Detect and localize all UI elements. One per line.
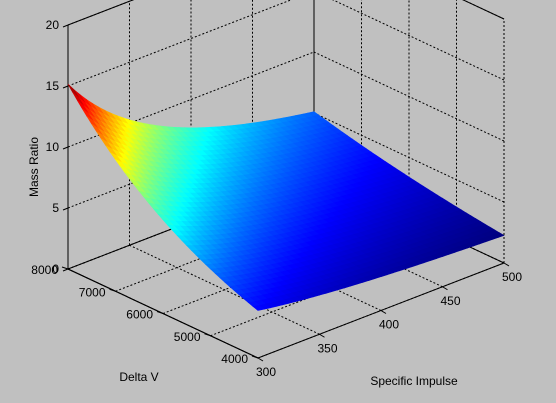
x-tick-labels: 300 350 400 450 500 xyxy=(256,262,522,379)
x-tick xyxy=(442,286,448,291)
y-tick xyxy=(61,266,69,270)
z-tick-label: 5 xyxy=(52,201,59,215)
x-tick-label: 500 xyxy=(502,270,522,284)
z-tick xyxy=(62,24,69,28)
surface-patch xyxy=(67,83,80,99)
x-tick xyxy=(257,357,264,362)
grid-line xyxy=(313,112,505,203)
z-tick xyxy=(62,268,69,272)
box-edge xyxy=(462,0,505,20)
z-tick xyxy=(62,85,69,89)
surface-patch xyxy=(252,305,265,311)
z-tick-label: 20 xyxy=(46,18,60,32)
z-tick xyxy=(62,146,69,150)
z-tick xyxy=(62,207,69,211)
y-tick-label: 7000 xyxy=(79,285,106,299)
y-tick-label: 8000 xyxy=(31,263,58,277)
x-tick xyxy=(503,262,510,267)
x-tick-label: 400 xyxy=(379,318,399,332)
z-tick-labels: 0 5 10 15 20 xyxy=(46,18,69,276)
surface-mesh xyxy=(67,83,505,311)
x-axis-label: Specific Impulse xyxy=(370,374,458,388)
y-tick-label: 6000 xyxy=(126,308,153,322)
grid-line xyxy=(332,0,505,81)
x-tick-label: 300 xyxy=(256,365,276,379)
x-tick-label: 450 xyxy=(440,294,460,308)
z-tick-label: 0 xyxy=(52,262,59,276)
y-axis-label: Delta V xyxy=(119,370,158,384)
x-tick xyxy=(319,333,325,338)
x-tick xyxy=(380,310,387,314)
y-tick-label: 5000 xyxy=(174,330,201,344)
z-tick-label: 15 xyxy=(46,79,60,93)
z-tick-label: 10 xyxy=(46,140,60,154)
y-tick-label: 4000 xyxy=(221,352,248,366)
grid-line xyxy=(313,51,505,142)
y-tick xyxy=(109,288,116,292)
box-edge xyxy=(67,0,135,26)
x-tick-label: 350 xyxy=(317,341,337,355)
y-tick xyxy=(156,311,164,314)
y-tick xyxy=(204,333,211,337)
y-tick xyxy=(251,355,259,359)
y-tick-labels: 4000 5000 6000 7000 8000 xyxy=(31,263,259,366)
z-axis-label: Mass Ratio xyxy=(27,137,41,197)
